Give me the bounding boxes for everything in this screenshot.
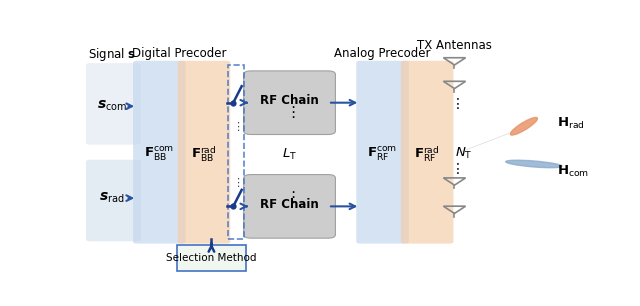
- FancyBboxPatch shape: [244, 71, 335, 135]
- Text: Analog Precoder: Analog Precoder: [334, 47, 431, 60]
- FancyBboxPatch shape: [86, 160, 141, 241]
- Text: $N_{\rm T}$: $N_{\rm T}$: [456, 146, 473, 161]
- Text: $\mathbf{H}_{\rm com}$: $\mathbf{H}_{\rm com}$: [557, 163, 589, 179]
- Text: $\vdots$: $\vdots$: [232, 176, 240, 189]
- Text: $\mathbf{F}^{\rm rad}_{\rm BB}$: $\mathbf{F}^{\rm rad}_{\rm BB}$: [191, 145, 217, 164]
- Text: $\vdots$: $\vdots$: [450, 96, 460, 111]
- Text: Digital Precoder: Digital Precoder: [132, 47, 227, 60]
- Text: $\mathbf{F}^{\rm com}_{\rm BB}$: $\mathbf{F}^{\rm com}_{\rm BB}$: [144, 146, 175, 163]
- Text: $\vdots$: $\vdots$: [285, 189, 295, 205]
- Text: TX Antennas: TX Antennas: [417, 39, 492, 52]
- FancyBboxPatch shape: [133, 61, 186, 244]
- Ellipse shape: [506, 160, 562, 168]
- Text: Selection Method: Selection Method: [166, 253, 257, 263]
- Text: $L_{\rm T}$: $L_{\rm T}$: [282, 147, 298, 162]
- FancyBboxPatch shape: [244, 174, 335, 238]
- Text: $\mathbf{F}^{\rm rad}_{\rm RF}$: $\mathbf{F}^{\rm rad}_{\rm RF}$: [414, 145, 440, 164]
- FancyBboxPatch shape: [178, 61, 230, 244]
- Text: $\boldsymbol{s}_{\rm rad}$: $\boldsymbol{s}_{\rm rad}$: [99, 191, 125, 205]
- FancyBboxPatch shape: [356, 61, 409, 244]
- FancyBboxPatch shape: [86, 63, 141, 145]
- Text: $\vdots$: $\vdots$: [285, 104, 295, 120]
- Text: RF Chain: RF Chain: [260, 94, 319, 107]
- Text: Signal $\mathbf{s}$: Signal $\mathbf{s}$: [88, 46, 136, 63]
- Text: $\mathbf{H}_{\rm rad}$: $\mathbf{H}_{\rm rad}$: [557, 116, 585, 132]
- Text: $\vdots$: $\vdots$: [232, 120, 240, 133]
- FancyBboxPatch shape: [401, 61, 454, 244]
- FancyBboxPatch shape: [177, 245, 246, 271]
- Text: RF Chain: RF Chain: [260, 197, 319, 211]
- Text: $\boldsymbol{s}_{\rm com}$: $\boldsymbol{s}_{\rm com}$: [97, 99, 127, 114]
- Text: $\vdots$: $\vdots$: [450, 161, 460, 176]
- Text: $\mathbf{F}^{\rm com}_{\rm RF}$: $\mathbf{F}^{\rm com}_{\rm RF}$: [367, 146, 397, 163]
- Ellipse shape: [510, 118, 538, 135]
